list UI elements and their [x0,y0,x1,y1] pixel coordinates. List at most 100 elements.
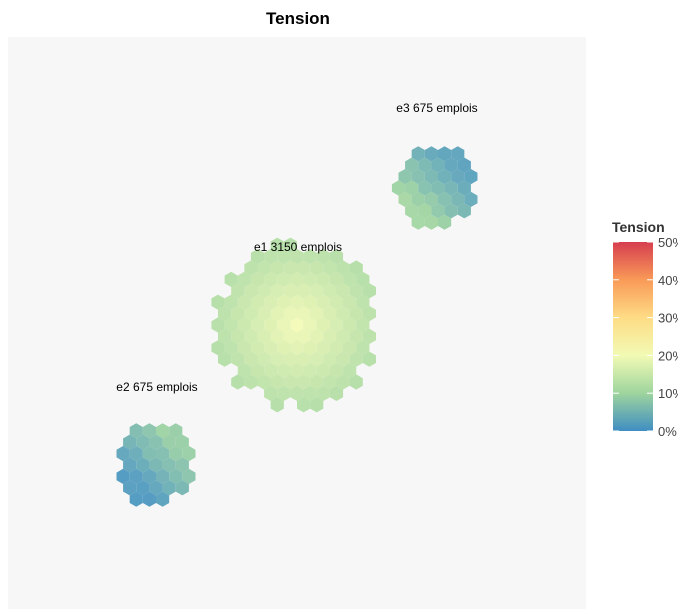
hex-cell-e2 [169,446,183,462]
hex-cell-e1 [336,328,350,344]
legend-colorbar [613,242,653,431]
hex-cell-e1 [218,306,232,322]
hex-cell-e1 [237,340,251,356]
hex-cell-e1 [349,283,363,299]
hex-cell-e1 [277,249,291,265]
hex-cell-e1 [343,271,357,287]
hex-cell-e1 [277,385,291,401]
hex-cell-e1 [303,249,317,265]
hex-cell-e1 [270,283,284,299]
hex-cell-e1 [329,385,344,401]
hex-cell-e1 [329,317,344,333]
hex-cell-e1 [356,340,370,356]
hex-cell-e1 [224,340,238,356]
hex-cell-e1 [356,317,370,333]
hex-cell-e1 [349,374,363,390]
hex-cell-e1 [310,397,324,413]
hex-cell-e1 [244,260,258,276]
hex-cell-e1 [316,249,330,265]
hex-cell-e3 [424,146,438,162]
hex-layer [116,146,478,507]
hex-cell-e1 [343,340,357,356]
hex-cell-e2 [129,446,143,462]
hex-cell-e1 [290,249,304,265]
hex-cell-e1 [310,260,324,276]
hex-cell-e1 [362,351,376,367]
hex-cell-e1 [264,317,278,333]
hex-cell-e2 [169,468,183,484]
cluster-label-e2: e2 675 emplois [116,380,197,394]
hex-cell-e1 [283,306,297,322]
hex-cell-e1 [329,271,344,287]
hex-cell-e1 [343,294,357,310]
hex-cell-e3 [405,157,419,173]
hex-cell-e1 [329,249,344,265]
hex-cell-e3 [405,180,419,196]
hex-cell-e1 [297,351,311,367]
legend: Tension 0% 10% 20% 30% 40% 50% [612,219,678,439]
hex-cell-e1 [211,294,225,310]
hex-cell-e1 [303,317,317,333]
hex-cell-e2 [123,434,137,450]
hex-cell-e1 [224,271,238,287]
hex-cell-e1 [303,271,317,287]
hex-cell-e3 [405,203,419,219]
hex-cell-e1 [343,363,357,379]
hex-cell-e3 [411,146,425,162]
hex-cell-e2 [136,434,150,450]
hex-cell-e1 [237,271,251,287]
hex-cell-e3 [431,203,445,219]
hex-cell-e2 [156,468,170,484]
hex-cell-e1 [349,351,363,367]
hex-cell-e2 [162,434,176,450]
hex-cell-e1 [231,351,245,367]
hex-cell-e1 [264,340,278,356]
hex-cell-e1 [264,271,278,287]
hex-cell-e1 [303,294,317,310]
hex-cell-e2 [136,480,150,496]
hex-cell-e1 [297,306,311,322]
hex-cell-e1 [224,294,238,310]
hex-cell-e3 [411,214,425,230]
hex-cell-e3 [431,157,445,173]
hex-cell-e1 [316,294,330,310]
hex-cell-e1 [277,363,291,379]
hex-cell-e1 [250,294,265,310]
hex-cell-e1 [329,363,344,379]
hex-cell-e3 [438,146,452,162]
hex-cell-e1 [362,283,376,299]
hex-cell-e1 [218,328,232,344]
hex-cell-e1 [270,351,284,367]
legend-tick-label: 20% [658,348,678,363]
hex-cell-e1 [343,317,357,333]
hex-cell-e1 [218,351,232,367]
hex-cell-e3 [424,169,438,185]
hex-cell-e3 [464,169,478,185]
hex-cell-e2 [142,423,156,439]
hex-cell-e3 [444,203,458,219]
hex-cell-e2 [123,457,137,473]
hex-cell-e1 [244,374,258,390]
hex-cell-e1 [349,328,363,344]
hex-cell-e2 [162,457,176,473]
hex-cell-e2 [123,480,137,496]
hex-cell-e1 [270,328,284,344]
hex-cell-e1 [244,328,258,344]
hex-cell-e1 [237,294,251,310]
hex-cell-e1 [257,374,271,390]
hex-cell-e1 [323,306,337,322]
hex-cell-e1 [316,340,330,356]
legend-tick-label: 30% [658,311,678,326]
hex-cell-e1 [290,385,304,401]
legend-tick-label: 50% [658,235,678,250]
hex-cell-e2 [136,457,150,473]
hex-cell-e3 [451,191,465,207]
hex-cell-e1 [211,317,225,333]
hex-cell-e3 [411,191,425,207]
hex-cell-e1 [250,340,265,356]
hex-cell-e3 [438,169,452,185]
hex-cell-e3 [457,157,471,173]
hex-cell-e1 [329,294,344,310]
hex-cell-e1 [316,385,330,401]
hex-cell-e1 [316,317,330,333]
